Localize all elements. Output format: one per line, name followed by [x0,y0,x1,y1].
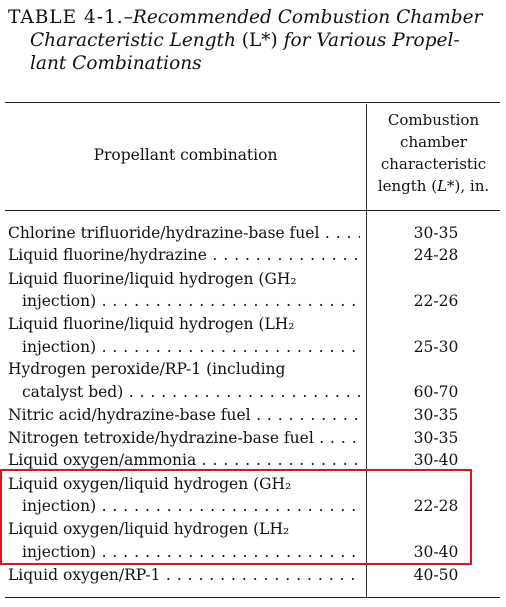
row-label-continued: catalyst bed) [22,383,360,401]
row-value: 30-40 [413,451,459,469]
caption-title-part-2a: Characteristic Length [30,30,236,51]
table-header-rule [5,210,500,211]
row-label: Liquid oxygen/RP-1 [8,566,360,584]
row-label: Liquid oxygen/liquid hydrogen (LH₂ [8,520,290,538]
header-characteristic-length: Combustion chamber characteristic length… [367,109,500,197]
caption-title-part-1: –Recommended Combustion Chamber [123,7,483,28]
header-right-line-3: characteristic [380,155,487,173]
row-label-continued: injection) [22,292,360,310]
row-label: Nitrogen tetroxide/hydrazine-base fuel [8,429,360,447]
row-label-continued: injection) [22,497,360,515]
table-number: TABLE 4-1. [8,7,124,28]
header-right-line-4a: length ( [377,177,438,195]
row-value: 60-70 [413,383,459,401]
row-value: 30-35 [413,224,459,242]
column-divider [366,104,367,598]
row-value: 22-26 [413,292,459,310]
highlight-box [0,469,472,565]
row-label: Liquid fluorine/liquid hydrogen (LH₂ [8,315,295,333]
row-value: 22-28 [413,497,459,515]
row-value: 30-35 [413,429,459,447]
row-value: 30-35 [413,406,459,424]
header-right-line-1: Combustion [387,111,480,129]
caption-line-2: Characteristic Length (L*) for Various P… [8,29,500,52]
table-top-rule [5,102,500,103]
row-label: Hydrogen peroxide/RP-1 (including [8,360,286,378]
row-value: 40-50 [413,566,459,584]
row-label: Liquid fluorine/hydrazine [8,246,360,264]
row-label: Liquid oxygen/liquid hydrogen (GH₂ [8,475,292,493]
table-bottom-rule [5,597,500,598]
header-right-line-2: chamber [400,133,467,151]
row-value: 25-30 [413,338,459,356]
row-label: Chlorine trifluoride/hydrazine-base fuel [8,224,360,242]
header-right-symbol: L* [437,177,455,195]
row-label: Nitric acid/hydrazine-base fuel [8,406,360,424]
row-label-continued: injection) [22,543,360,561]
row-value: 24-28 [413,246,459,264]
row-label: Liquid fluorine/liquid hydrogen (GH₂ [8,270,297,288]
caption-title-symbol: (L*) [241,30,278,51]
header-right-line-4: length (L*), in. [367,175,500,197]
caption-line-3: lant Combinations [30,53,202,74]
header-right-line-4c: ), in. [454,177,490,195]
row-label: Liquid oxygen/ammonia [8,451,360,469]
header-propellant-combination: Propellant combination [93,146,278,164]
row-value: 30-40 [413,543,459,561]
row-label-continued: injection) [22,338,360,356]
caption-line-1: TABLE 4-1.–Recommended Combustion Chambe… [8,6,500,29]
table-caption: TABLE 4-1.–Recommended Combustion Chambe… [8,6,500,75]
caption-title-part-2c: for Various Propel- [283,30,460,51]
